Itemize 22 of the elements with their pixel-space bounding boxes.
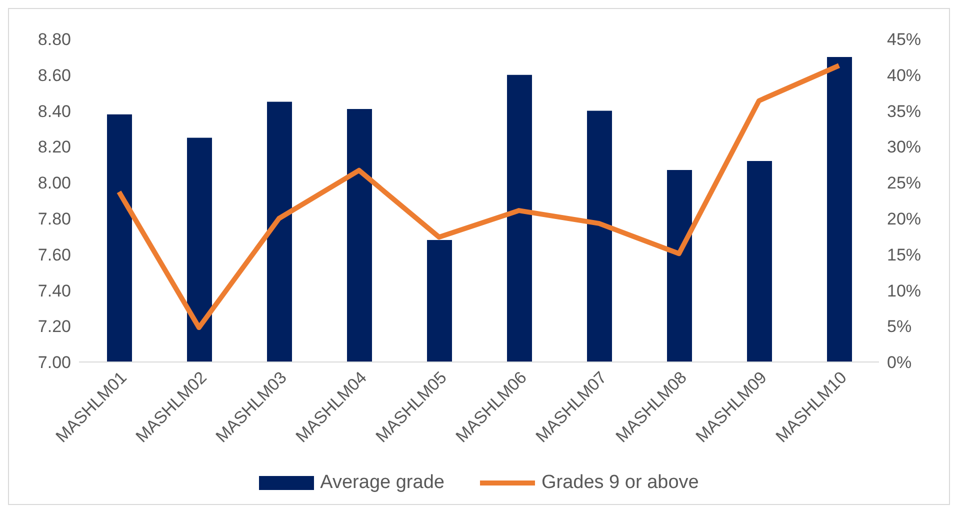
y-tick-label: 8.00 <box>38 174 71 193</box>
y-tick-label: 8.20 <box>38 138 71 157</box>
y-tick-label: 7.40 <box>38 281 71 300</box>
y-tick-label: 7.60 <box>38 245 71 264</box>
y2-tick-label: 10% <box>887 281 922 300</box>
y-tick-label: 7.80 <box>38 209 71 228</box>
y2-tick-label: 40% <box>887 66 922 85</box>
y2-tick-label: 20% <box>887 209 922 228</box>
legend-label: Grades 9 or above <box>541 472 699 494</box>
y2-tick-label: 30% <box>887 138 922 157</box>
y2-tick-label: 35% <box>887 102 922 121</box>
y-tick-label: 7.00 <box>38 353 71 372</box>
y-tick-label: 7.20 <box>38 317 71 336</box>
y2-tick-label: 45% <box>887 30 922 50</box>
y-tick-label: 8.80 <box>38 30 71 50</box>
legend-label: Average grade <box>320 472 444 494</box>
y-tick-label: 8.40 <box>38 102 71 121</box>
y-tick-label: 8.60 <box>38 66 71 85</box>
y2-tick-label: 15% <box>887 245 922 264</box>
y2-tick-label: 0% <box>887 353 912 372</box>
y2-tick-label: 25% <box>887 174 922 193</box>
y2-tick-label: 5% <box>887 317 912 336</box>
